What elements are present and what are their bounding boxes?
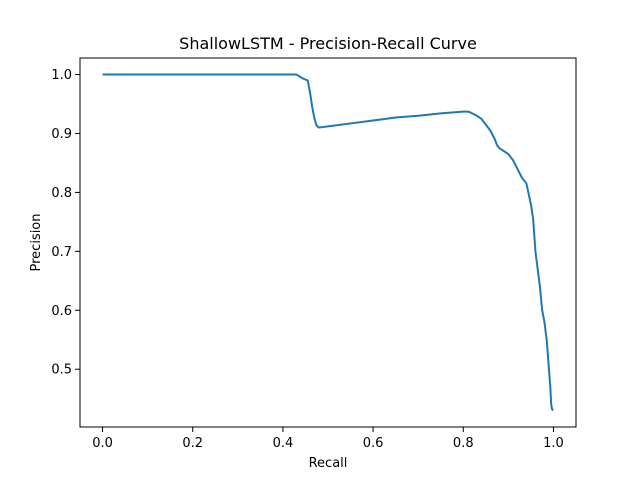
x-tick-label: 1.0 bbox=[543, 436, 564, 451]
x-axis-label: Recall bbox=[309, 456, 348, 471]
x-tick-label: 0.6 bbox=[363, 436, 384, 451]
x-axis: 0.0 0.2 0.4 0.6 0.8 1.0 bbox=[92, 427, 564, 451]
x-tick-label: 0.8 bbox=[453, 436, 474, 451]
axes-frame bbox=[79, 57, 577, 428]
y-tick-label: 0.6 bbox=[51, 304, 72, 319]
x-tick-label: 0.4 bbox=[273, 436, 294, 451]
y-tick-label: 0.9 bbox=[51, 127, 72, 142]
plot-area bbox=[102, 73, 554, 411]
series-line-0 bbox=[102, 73, 554, 411]
y-axis: 0.5 0.6 0.7 0.8 0.9 1.0 bbox=[51, 68, 80, 378]
x-tick-label: 0.2 bbox=[182, 436, 203, 451]
y-tick-label: 0.8 bbox=[51, 186, 72, 201]
y-tick-label: 0.5 bbox=[51, 363, 72, 378]
x-tick-label: 0.0 bbox=[92, 436, 113, 451]
chart-title: ShallowLSTM - Precision-Recall Curve bbox=[179, 34, 477, 53]
y-axis-label: Precision bbox=[29, 213, 44, 271]
y-tick-label: 1.0 bbox=[51, 68, 72, 83]
y-tick-label: 0.7 bbox=[51, 245, 72, 260]
